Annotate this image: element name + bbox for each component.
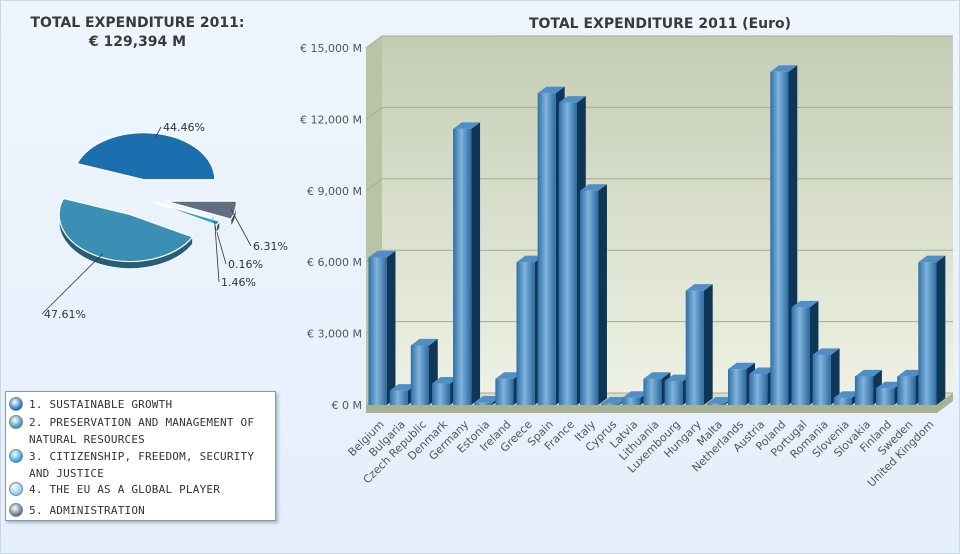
bar <box>685 284 713 405</box>
pie-slice-label: 47.61% <box>44 308 86 321</box>
y-tick-label: € 12,000 M <box>300 113 362 126</box>
pie-chart: 44.46% 6.31% 0.16% 1.46% 47.61% <box>41 121 288 321</box>
legend-swatch-icon <box>9 482 23 496</box>
legend-swatch-icon <box>9 503 23 517</box>
total-expenditure-value: € 129,394 M <box>88 34 187 50</box>
y-tick-label: € 15,000 M <box>300 42 362 55</box>
bar <box>453 122 481 406</box>
gridline-side <box>365 35 383 49</box>
legend-swatch-icon <box>9 397 23 411</box>
legend-label: 4. THE EU AS A GLOBAL PLAYER <box>29 483 221 496</box>
legend-swatch-icon <box>9 449 23 463</box>
pie-legend: 1. SUSTAINABLE GROWTH 2. PRESERVATION AND… <box>5 391 276 521</box>
pie-slice: 1.46% <box>154 202 256 289</box>
legend-swatch-icon <box>9 415 23 429</box>
pie-slice-label: 1.46% <box>221 276 256 289</box>
bar <box>579 184 607 405</box>
bar-chart-title: TOTAL EXPENDITURE 2011 (Euro) <box>528 16 792 32</box>
y-tick-label: € 6,000 M <box>307 256 362 269</box>
pie-slice-label: 6.31% <box>253 240 288 253</box>
legend-label: 1. SUSTAINABLE GROWTH <box>29 398 173 411</box>
gridline-side <box>365 178 383 192</box>
bar <box>368 250 396 405</box>
pie-slice: 47.61% <box>41 197 194 321</box>
bar <box>812 348 840 405</box>
gridline-side <box>365 107 383 120</box>
pie-slice-label: 0.16% <box>228 258 263 271</box>
y-tick-label: € 0 M <box>332 399 362 412</box>
total-expenditure-heading: TOTAL EXPENDITURE 2011: € 129,394 M <box>10 14 265 52</box>
legend-label: 5. ADMINISTRATION <box>29 504 145 517</box>
pie-slice-label: 44.46% <box>163 121 205 134</box>
y-tick-label: € 9,000 M <box>307 185 362 198</box>
pie-slice: 0.16% <box>150 200 263 271</box>
y-tick-label: € 3,000 M <box>307 328 362 341</box>
pie-slice: 44.46% <box>76 121 216 181</box>
legend-label: 2. PRESERVATION AND MANAGEMENT OF NATURA… <box>29 416 255 446</box>
pie-slice: 6.31% <box>165 200 288 253</box>
bar <box>918 255 946 405</box>
total-expenditure-label: TOTAL EXPENDITURE 2011: <box>30 15 245 31</box>
plot-floor-edge <box>366 393 953 413</box>
legend-label: 3. CITIZENSHIP, FREEDOM, SECURITY AND JU… <box>29 450 255 480</box>
